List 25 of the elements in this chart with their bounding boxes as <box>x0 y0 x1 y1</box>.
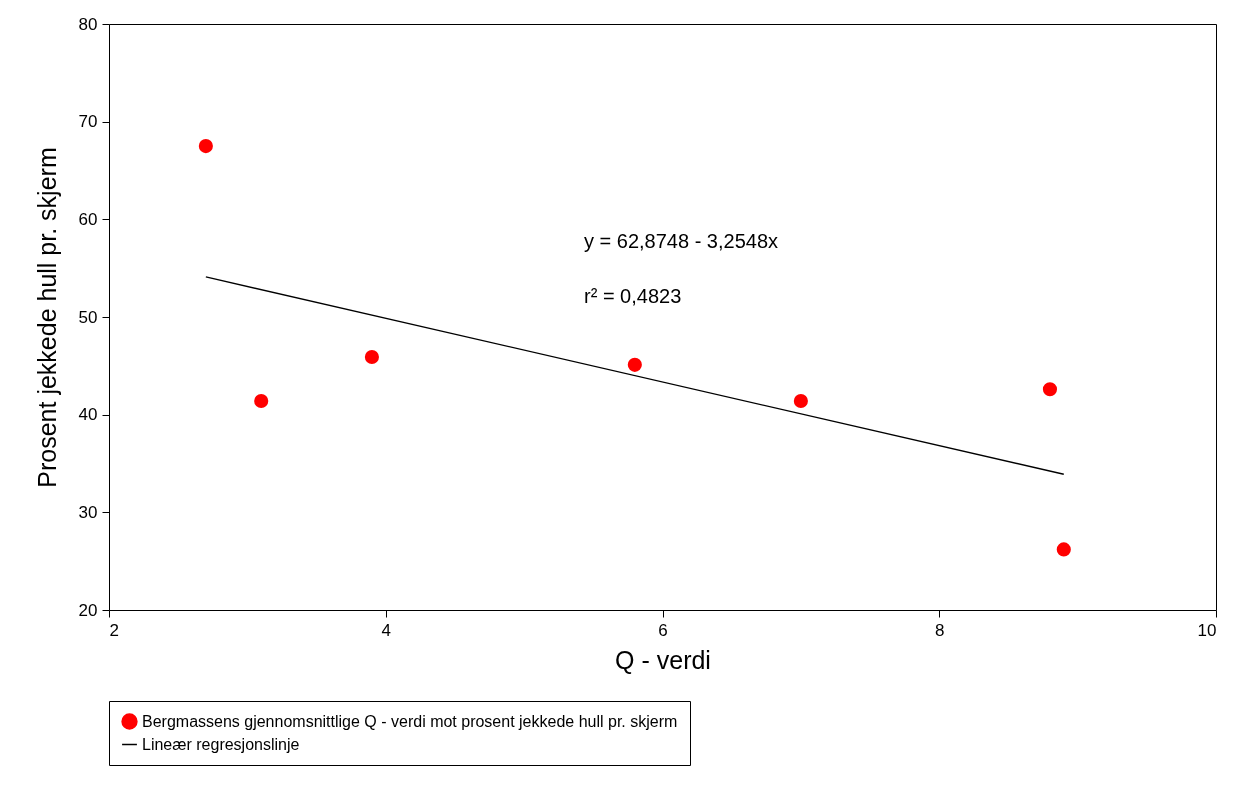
y-tick-label: 20 <box>78 600 98 620</box>
x-tick-label: 2 <box>109 620 119 640</box>
point <box>1042 382 1058 397</box>
x-tick-label: 4 <box>381 620 391 640</box>
y-tick-label: 50 <box>78 307 98 327</box>
x-tick-label: 6 <box>658 620 668 640</box>
y-axis-title: Prosent jekkede hull pr. skjerm <box>32 147 61 488</box>
x-axis-title: Q - verdi <box>615 645 711 674</box>
x-tick-label: 8 <box>935 620 945 640</box>
legend-label: Bergmassens gjennomsnittlige Q - verdi mot prosent jekkede hull pr. skjerm <box>142 712 678 730</box>
point <box>364 349 379 365</box>
y-tick-label: 60 <box>78 209 98 229</box>
legend-label: Lineær regresjonslinje <box>142 735 300 753</box>
point <box>627 357 642 372</box>
y-tick-label: 40 <box>78 405 98 425</box>
point <box>1056 542 1071 557</box>
x-tick-label: 10 <box>1197 620 1217 640</box>
point <box>198 139 213 154</box>
annotation: r² = 0,4823 <box>584 285 682 307</box>
point <box>793 393 808 409</box>
annotation: y = 62,8748 - 3,2548x <box>584 230 779 252</box>
y-tick-label: 80 <box>78 14 98 34</box>
y-tick-label: 70 <box>78 112 98 132</box>
y-tick-label: 30 <box>78 502 98 522</box>
point <box>254 393 269 409</box>
